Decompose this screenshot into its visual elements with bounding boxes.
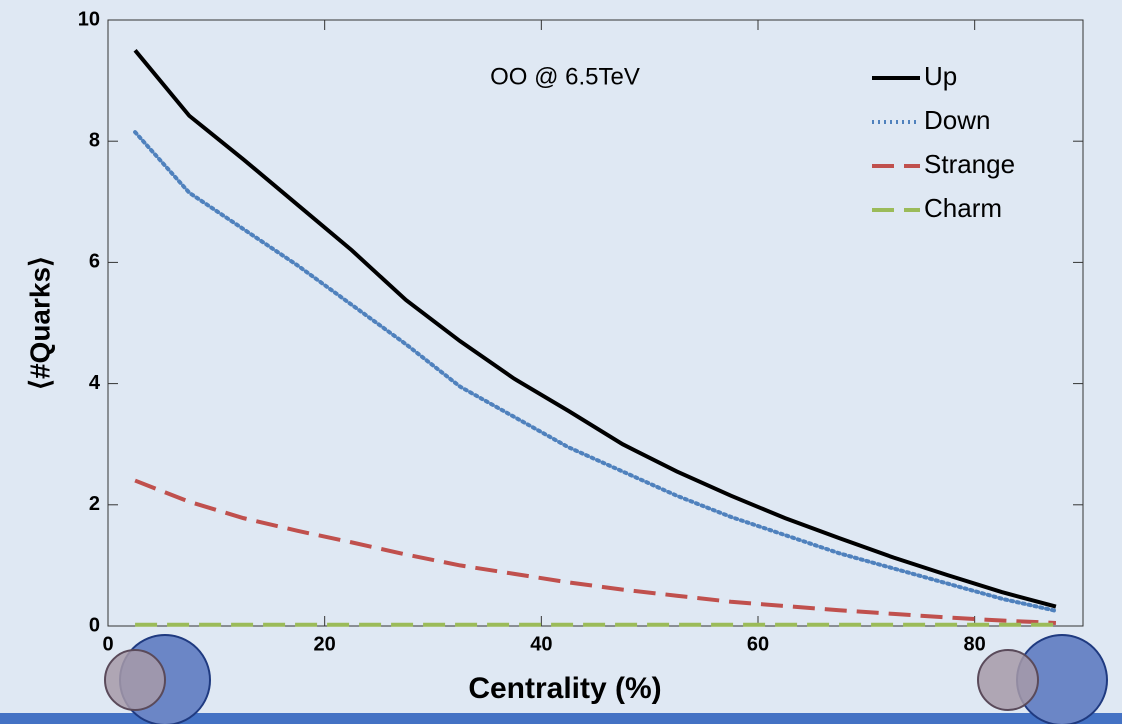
- legend-label: Down: [924, 105, 990, 135]
- y-tick-label: 6: [89, 251, 100, 273]
- bottom-band: [0, 713, 1122, 724]
- y-axis-label: ⟨#Quarks⟩: [24, 256, 55, 390]
- x-tick-label: 80: [964, 633, 986, 655]
- y-tick-label: 0: [89, 614, 100, 636]
- decor-circle: [104, 649, 166, 711]
- decor-circle: [977, 649, 1039, 711]
- x-tick-label: 60: [747, 633, 769, 655]
- y-tick-label: 8: [89, 129, 100, 151]
- series-line: [133, 130, 1058, 613]
- series-line: [134, 478, 1057, 625]
- y-tick-label: 10: [78, 8, 100, 30]
- legend-label: Up: [924, 61, 957, 91]
- x-tick-label: 20: [314, 633, 336, 655]
- series-line: [133, 49, 1057, 609]
- x-axis-label: Centrality (%): [468, 672, 661, 705]
- y-tick-label: 4: [89, 372, 101, 394]
- x-tick-label: 40: [530, 633, 552, 655]
- y-tick-label: 2: [89, 493, 100, 515]
- annotation: OO @ 6.5TeV: [490, 63, 640, 90]
- legend-label: Strange: [924, 149, 1015, 179]
- legend-label: Charm: [924, 193, 1002, 223]
- x-tick-label: 0: [102, 633, 113, 655]
